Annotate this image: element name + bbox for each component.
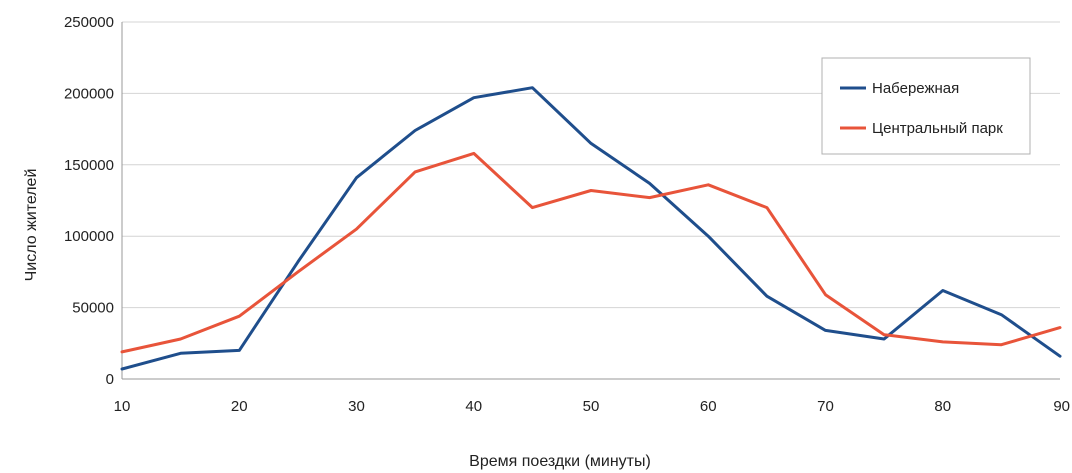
y-tick-label: 200000 xyxy=(64,85,114,102)
y-tick-label: 150000 xyxy=(64,157,114,174)
x-tick-label: 40 xyxy=(465,398,482,415)
x-tick-label: 60 xyxy=(700,398,717,415)
y-tick-label: 250000 xyxy=(64,14,114,31)
legend: Набережная Центральный парк xyxy=(821,57,1031,155)
y-tick-label: 50000 xyxy=(72,300,114,317)
series-lines xyxy=(120,86,1062,371)
x-tick-label: 20 xyxy=(231,398,248,415)
x-tick-label: 90 xyxy=(1053,398,1070,415)
x-tick-label: 70 xyxy=(817,398,834,415)
y-axis-title: Число жителей xyxy=(23,169,40,282)
x-tick-label: 30 xyxy=(348,398,365,415)
series-line-1 xyxy=(120,151,1062,354)
legend-label-naberezhnaya: Набережная xyxy=(872,80,959,97)
x-tick-label: 50 xyxy=(583,398,600,415)
series-line-0 xyxy=(120,86,1062,371)
x-axis-title: Время поездки (минуты) xyxy=(469,453,651,470)
legend-label-tsentralnyi-park: Центральный парк xyxy=(872,120,1003,137)
y-tick-label: 0 xyxy=(106,371,114,388)
legend-box xyxy=(821,57,1031,155)
x-tick-label: 80 xyxy=(934,398,951,415)
y-tick-label: 100000 xyxy=(64,228,114,245)
x-tick-label: 10 xyxy=(114,398,131,415)
y-tick-labels: 0 50000 100000 150000 200000 250000 xyxy=(64,14,114,388)
x-tick-labels: 10 20 30 40 50 60 70 80 90 xyxy=(114,398,1070,415)
